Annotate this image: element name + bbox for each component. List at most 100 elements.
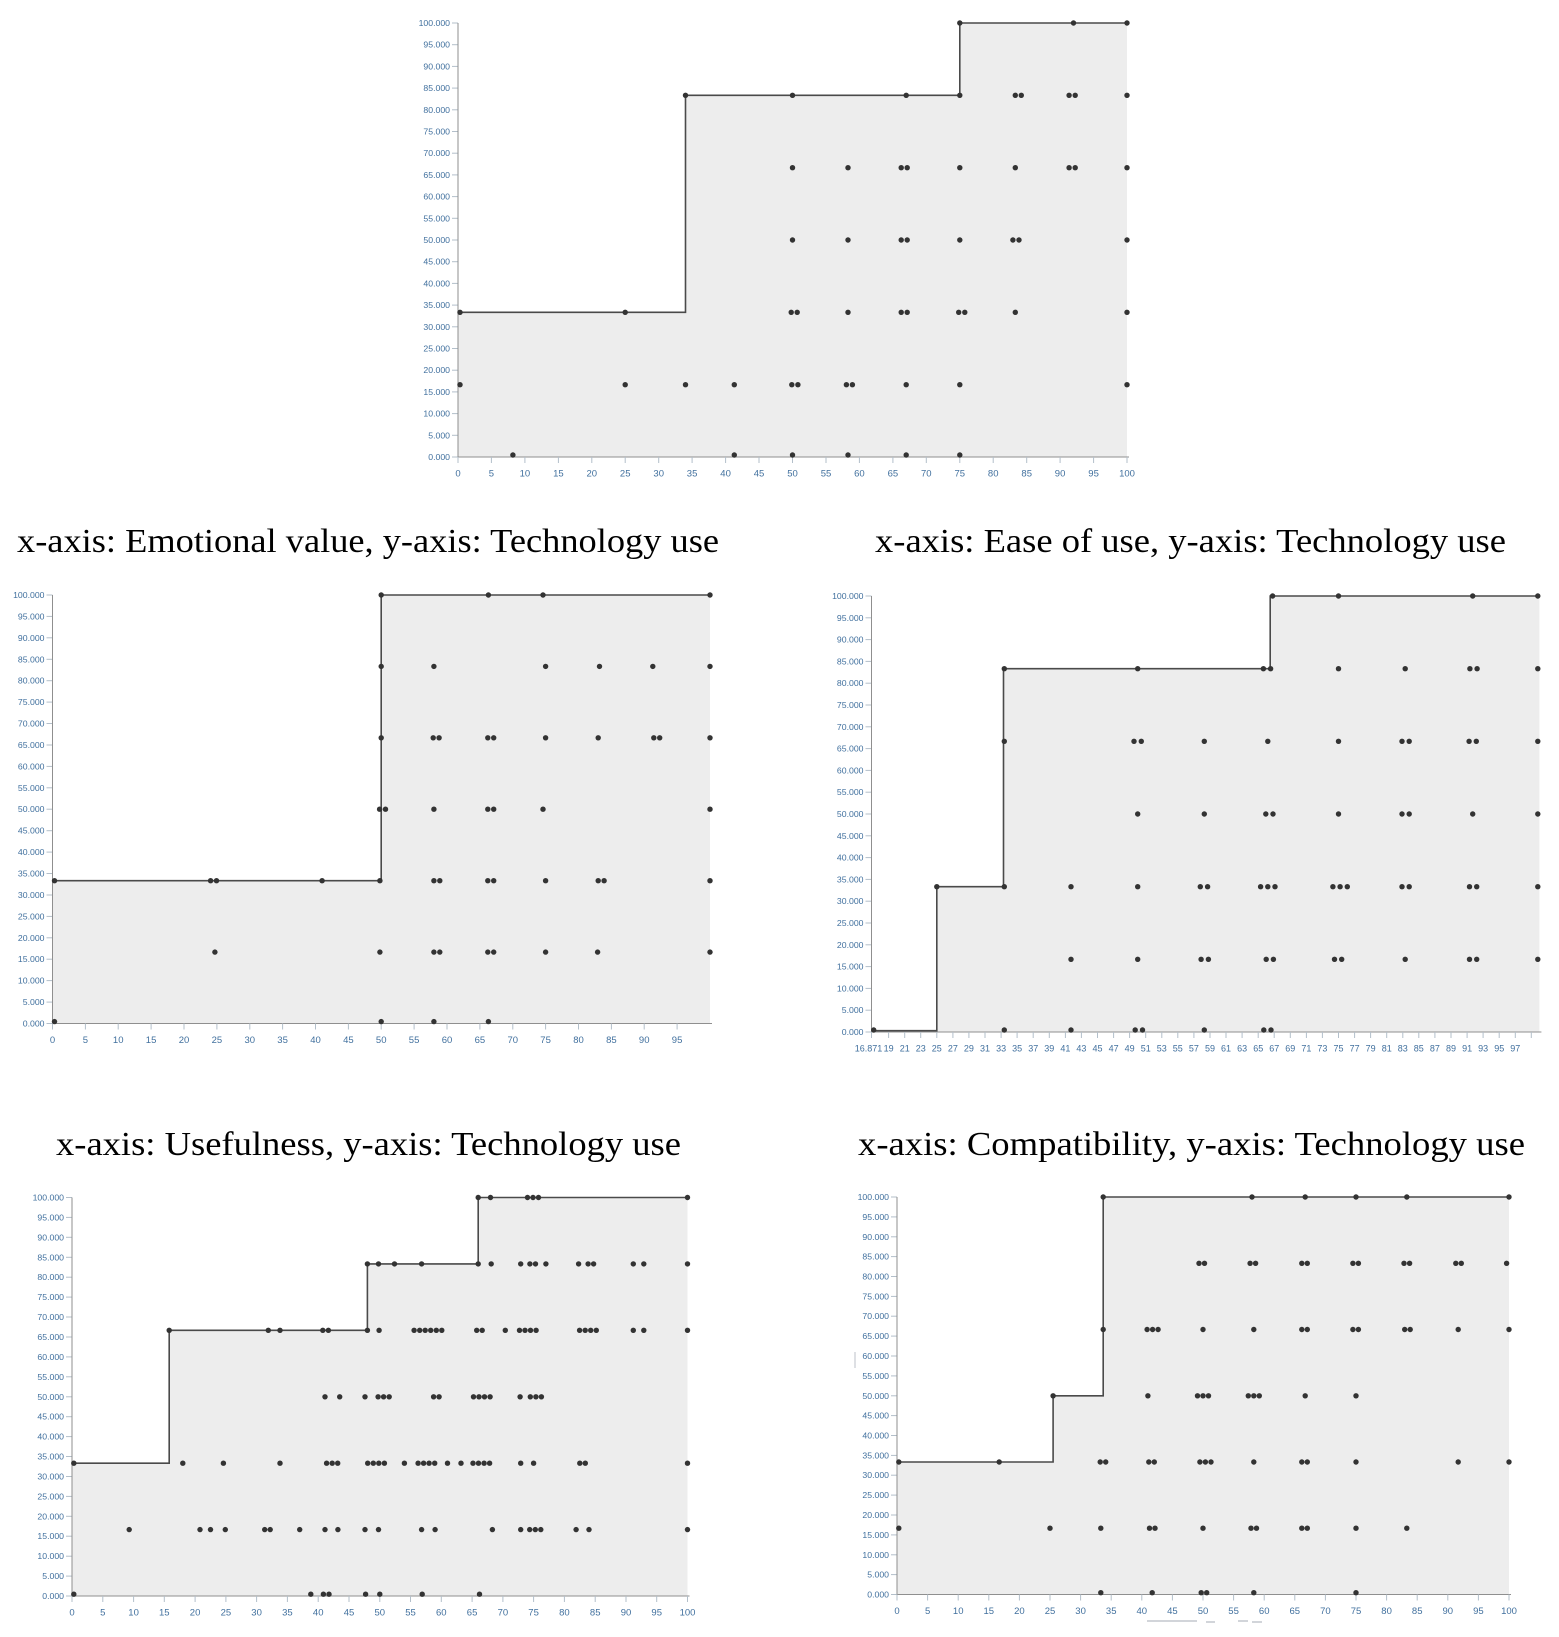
svg-text:45: 45 bbox=[1092, 1044, 1102, 1054]
svg-text:65.000: 65.000 bbox=[837, 744, 864, 754]
svg-text:65: 65 bbox=[1290, 1606, 1301, 1617]
svg-text:25.000: 25.000 bbox=[423, 344, 450, 354]
svg-text:25: 25 bbox=[620, 469, 631, 480]
svg-text:55: 55 bbox=[405, 1608, 416, 1619]
svg-text:90.000: 90.000 bbox=[423, 61, 450, 71]
svg-text:55.000: 55.000 bbox=[37, 1372, 64, 1382]
svg-text:45: 45 bbox=[754, 469, 765, 480]
svg-text:95.000: 95.000 bbox=[37, 1212, 64, 1222]
svg-text:53: 53 bbox=[1157, 1044, 1167, 1054]
svg-text:75: 75 bbox=[528, 1608, 539, 1619]
svg-text:100.000: 100.000 bbox=[832, 591, 864, 601]
svg-text:20.000: 20.000 bbox=[862, 1510, 889, 1520]
svg-text:20: 20 bbox=[190, 1608, 201, 1619]
svg-text:25: 25 bbox=[932, 1044, 942, 1054]
svg-text:100: 100 bbox=[680, 1608, 696, 1619]
svg-text:31: 31 bbox=[980, 1044, 990, 1054]
svg-text:90.000: 90.000 bbox=[837, 635, 864, 645]
svg-text:45.000: 45.000 bbox=[18, 826, 45, 836]
svg-text:75.000: 75.000 bbox=[837, 700, 864, 710]
svg-text:15.000: 15.000 bbox=[18, 954, 45, 964]
svg-text:40.000: 40.000 bbox=[423, 278, 450, 288]
svg-text:25.000: 25.000 bbox=[18, 911, 45, 921]
svg-text:70.000: 70.000 bbox=[423, 148, 450, 158]
svg-text:60.000: 60.000 bbox=[862, 1351, 889, 1361]
svg-text:5.000: 5.000 bbox=[428, 430, 450, 440]
svg-text:79: 79 bbox=[1366, 1044, 1376, 1054]
svg-text:50.000: 50.000 bbox=[862, 1391, 889, 1401]
svg-text:29: 29 bbox=[964, 1044, 974, 1054]
svg-text:75: 75 bbox=[955, 469, 966, 480]
svg-text:85.000: 85.000 bbox=[37, 1252, 64, 1262]
svg-text:41: 41 bbox=[1060, 1044, 1070, 1054]
svg-text:60.000: 60.000 bbox=[837, 765, 864, 775]
svg-text:15.000: 15.000 bbox=[37, 1531, 64, 1541]
svg-text:x-axis: Compatibility, y-axis:: x-axis: Compatibility, y-axis: Technolog… bbox=[858, 1126, 1525, 1163]
svg-text:30.000: 30.000 bbox=[18, 890, 45, 900]
svg-text:10.000: 10.000 bbox=[18, 976, 45, 986]
svg-text:70: 70 bbox=[498, 1608, 509, 1619]
svg-text:30: 30 bbox=[1075, 1606, 1086, 1617]
svg-text:47: 47 bbox=[1109, 1044, 1119, 1054]
svg-text:35: 35 bbox=[282, 1608, 293, 1619]
svg-text:100.000: 100.000 bbox=[858, 1192, 890, 1202]
svg-text:35.000: 35.000 bbox=[37, 1452, 64, 1462]
svg-text:55: 55 bbox=[1228, 1606, 1239, 1617]
svg-text:93: 93 bbox=[1478, 1044, 1488, 1054]
svg-text:95: 95 bbox=[672, 1035, 683, 1046]
svg-text:50.000: 50.000 bbox=[37, 1392, 64, 1402]
svg-text:65: 65 bbox=[1253, 1044, 1263, 1054]
svg-text:77: 77 bbox=[1350, 1044, 1360, 1054]
svg-text:25: 25 bbox=[212, 1035, 223, 1046]
svg-text:20.000: 20.000 bbox=[837, 940, 864, 950]
svg-text:25.000: 25.000 bbox=[862, 1490, 889, 1500]
svg-text:23: 23 bbox=[916, 1044, 926, 1054]
svg-text:85.000: 85.000 bbox=[423, 83, 450, 93]
svg-text:97: 97 bbox=[1510, 1044, 1520, 1054]
svg-text:35.000: 35.000 bbox=[862, 1450, 889, 1460]
svg-text:0.000: 0.000 bbox=[23, 1019, 45, 1029]
svg-text:50.000: 50.000 bbox=[837, 809, 864, 819]
svg-text:90: 90 bbox=[621, 1608, 632, 1619]
svg-text:75.000: 75.000 bbox=[423, 127, 450, 137]
svg-text:60.000: 60.000 bbox=[18, 761, 45, 771]
svg-text:50.000: 50.000 bbox=[18, 804, 45, 814]
svg-text:75: 75 bbox=[1333, 1044, 1343, 1054]
svg-text:100: 100 bbox=[1501, 1606, 1517, 1617]
svg-text:70.000: 70.000 bbox=[18, 719, 45, 729]
svg-text:95.000: 95.000 bbox=[837, 613, 864, 623]
svg-text:15.000: 15.000 bbox=[423, 387, 450, 397]
svg-text:50: 50 bbox=[376, 1035, 387, 1046]
svg-text:83: 83 bbox=[1398, 1044, 1408, 1054]
svg-text:81: 81 bbox=[1382, 1044, 1392, 1054]
svg-text:75: 75 bbox=[540, 1035, 551, 1046]
svg-text:65: 65 bbox=[475, 1035, 486, 1046]
svg-text:55: 55 bbox=[1173, 1044, 1183, 1054]
svg-text:37: 37 bbox=[1028, 1044, 1038, 1054]
svg-text:85.000: 85.000 bbox=[837, 656, 864, 666]
svg-text:40.000: 40.000 bbox=[18, 847, 45, 857]
svg-text:35.000: 35.000 bbox=[423, 300, 450, 310]
svg-text:x-axis: Emotional value, y-axi: x-axis: Emotional value, y-axis: Technol… bbox=[17, 523, 719, 560]
svg-text:35: 35 bbox=[687, 469, 698, 480]
svg-text:75: 75 bbox=[1351, 1606, 1362, 1617]
svg-text:20: 20 bbox=[179, 1035, 190, 1046]
svg-text:60: 60 bbox=[1259, 1606, 1270, 1617]
svg-text:70.000: 70.000 bbox=[837, 722, 864, 732]
svg-text:80.000: 80.000 bbox=[862, 1272, 889, 1282]
svg-text:5: 5 bbox=[925, 1606, 930, 1617]
svg-text:10: 10 bbox=[953, 1606, 964, 1617]
svg-text:0.000: 0.000 bbox=[867, 1590, 889, 1600]
svg-text:65: 65 bbox=[467, 1608, 478, 1619]
svg-text:39: 39 bbox=[1044, 1044, 1054, 1054]
svg-text:25.000: 25.000 bbox=[37, 1491, 64, 1501]
svg-text:80.000: 80.000 bbox=[37, 1272, 64, 1282]
svg-text:40: 40 bbox=[720, 469, 731, 480]
svg-text:40.000: 40.000 bbox=[837, 853, 864, 863]
svg-text:45.000: 45.000 bbox=[423, 257, 450, 267]
svg-text:90: 90 bbox=[1443, 1606, 1454, 1617]
svg-text:90: 90 bbox=[639, 1035, 650, 1046]
svg-text:5: 5 bbox=[100, 1608, 105, 1619]
svg-text:15: 15 bbox=[146, 1035, 157, 1046]
svg-text:10.000: 10.000 bbox=[837, 983, 864, 993]
